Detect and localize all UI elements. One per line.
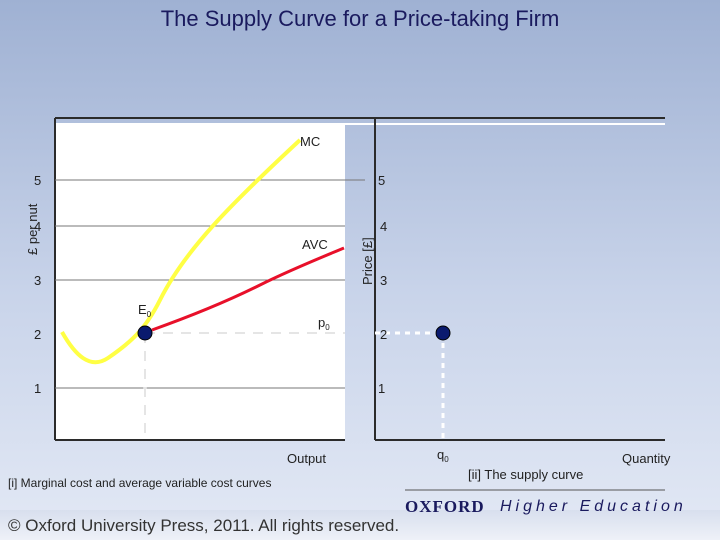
footer-band: [0, 510, 720, 540]
left-plot-area: [55, 124, 345, 440]
e-label: E0: [138, 302, 152, 319]
page-title: The Supply Curve for a Price-taking Firm: [160, 6, 560, 31]
publisher-logo: OXFORD: [405, 497, 485, 516]
e-label-main: E: [138, 302, 147, 317]
title-wrap: The Supply Curve for a Price-taking Firm: [0, 6, 720, 32]
equilibrium-point: [137, 325, 153, 341]
right-panel: 5 4 3 2 1 Price [£] q0 Quantity [ii] The…: [360, 118, 671, 482]
right-tick-2: 2: [380, 327, 387, 342]
supply-point: [435, 325, 451, 341]
left-panel: MC AVC E0 p0 5 4 3 2 1 £ per nut Output …: [8, 118, 365, 490]
right-tick-3: 3: [380, 273, 387, 288]
left-tick-2: 2: [34, 327, 41, 342]
avc-curve: [151, 246, 345, 332]
e-label-subscript: 0: [147, 310, 152, 319]
left-y-axis-label: £ per nut: [25, 203, 40, 255]
left-caption: [i] Marginal cost and average variable c…: [8, 476, 271, 490]
right-x-axis-label: Quantity: [622, 451, 671, 466]
p-label-subscript: 0: [325, 323, 330, 332]
right-tick-5: 5: [378, 173, 385, 188]
publisher-tagline: Higher Education: [500, 498, 687, 515]
p-label: p0: [318, 315, 330, 332]
right-tick-1: 1: [378, 381, 385, 396]
mc-curve: [60, 138, 302, 365]
right-tick-4: 4: [380, 219, 387, 234]
p-label-main: p: [318, 315, 325, 330]
left-tick-1: 1: [34, 381, 41, 396]
left-x-axis-label: Output: [287, 451, 326, 466]
left-tick-3: 3: [34, 273, 41, 288]
left-tick-5: 5: [34, 173, 41, 188]
q-label-subscript: 0: [444, 455, 449, 464]
avc-label: AVC: [302, 237, 328, 252]
mc-label: MC: [300, 134, 320, 149]
left-tick-4: 4: [34, 219, 41, 234]
q-label-main: q: [437, 447, 444, 462]
right-y-axis-label: Price [£]: [360, 237, 375, 285]
q-label: q0: [437, 447, 449, 464]
right-caption: [ii] The supply curve: [468, 467, 583, 482]
copyright-notice: © Oxford University Press, 2011. All rig…: [8, 516, 400, 535]
